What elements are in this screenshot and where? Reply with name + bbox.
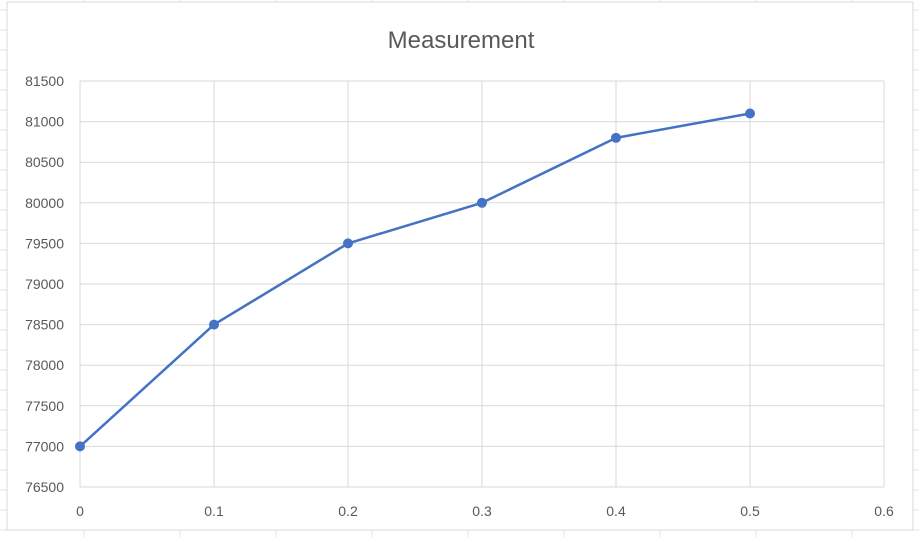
x-tick-label: 0: [76, 503, 84, 519]
data-point[interactable]: [75, 441, 85, 452]
y-tick-label: 79500: [25, 235, 64, 251]
x-tick-label: 0.6: [874, 503, 894, 519]
data-point[interactable]: [209, 319, 219, 330]
y-axis-tick-labels: 76500 77000 77500 78000 78500 79000 79500 80000…: [25, 73, 64, 495]
series-line[interactable]: [79, 112, 751, 448]
y-tick-label: 76500: [25, 479, 64, 495]
data-point[interactable]: [477, 197, 487, 208]
x-tick-label: 0.4: [606, 503, 626, 519]
y-tick-label: 77000: [25, 438, 64, 454]
y-tick-label: 80500: [25, 154, 64, 170]
y-tick-label: 80000: [25, 195, 64, 211]
x-gridlines: [79, 81, 885, 487]
data-point[interactable]: [343, 238, 353, 249]
y-tick-label: 81500: [25, 73, 64, 89]
y-tick-label: 78500: [25, 317, 64, 333]
x-tick-label: 0.2: [338, 503, 358, 519]
y-tick-label: 79000: [25, 276, 64, 292]
x-tick-label: 0.1: [204, 503, 224, 519]
y-tick-label: 81000: [25, 114, 64, 130]
chart-area[interactable]: [6, 1, 914, 531]
data-series[interactable]: [75, 108, 755, 452]
x-tick-label: 0.5: [740, 503, 760, 519]
data-point[interactable]: [745, 108, 755, 119]
y-tick-label: 78000: [25, 357, 64, 373]
chart-title[interactable]: Measurement: [388, 27, 535, 54]
x-axis-tick-labels: 0 0.1 0.2 0.3 0.4 0.5 0.6: [76, 503, 894, 519]
y-tick-label: 77500: [25, 398, 64, 414]
x-tick-label: 0.3: [472, 503, 492, 519]
data-point[interactable]: [611, 132, 621, 143]
